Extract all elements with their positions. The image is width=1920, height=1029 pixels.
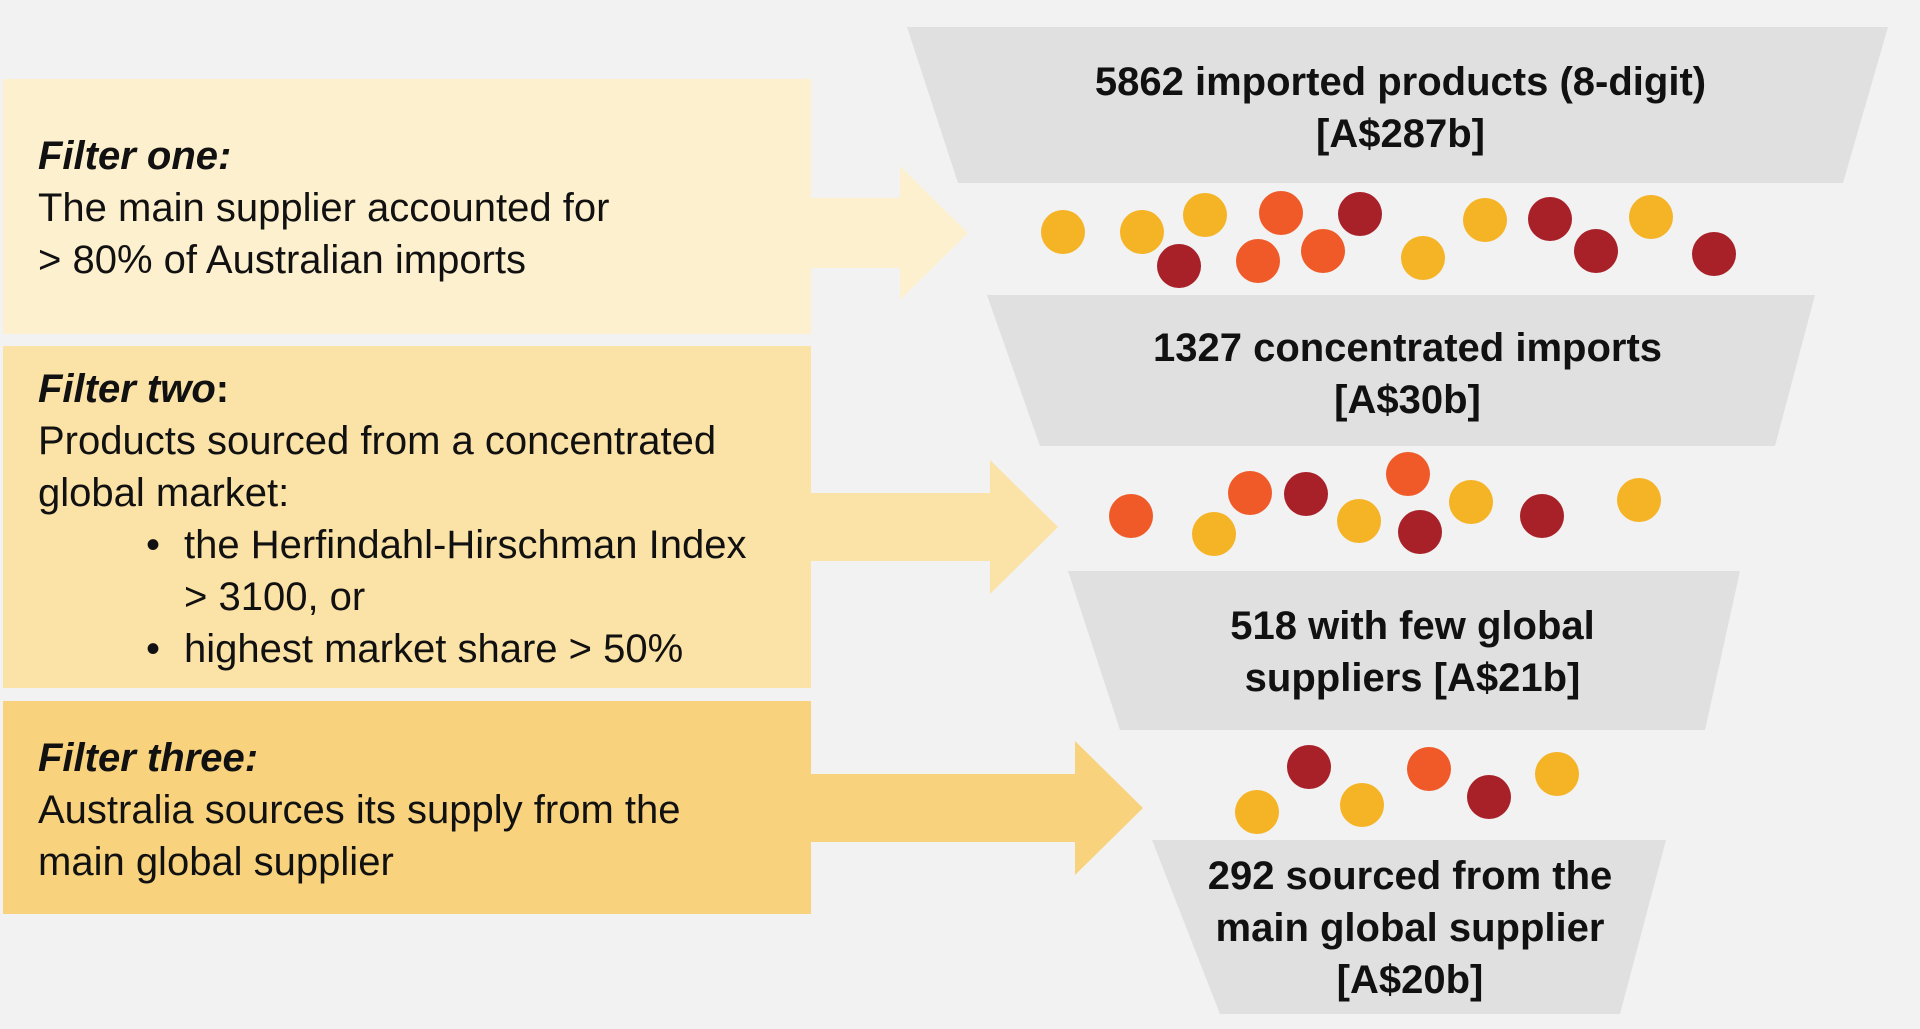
particle-dot-yellow (1337, 499, 1381, 543)
filter-two-heading: Filter two: (38, 363, 746, 415)
filter-one-arrow (3, 79, 968, 334)
funnel-stage-2-label: 1327 concentrated imports [A$30b] (1040, 322, 1775, 426)
particle-dot-yellow (1535, 752, 1579, 796)
funnel-stage-1-line-2: [A$287b] (1316, 112, 1485, 156)
particle-dot-yellow (1617, 478, 1661, 522)
particle-dot-orange (1386, 452, 1430, 496)
particle-dot-orange (1259, 191, 1303, 235)
particle-dot-red (1157, 244, 1201, 288)
particle-dot-red (1528, 197, 1572, 241)
funnel-stage-2-shape (987, 295, 1815, 446)
filter-two-criteria-list: the Herfindahl-Hirschman Index > 3100, o… (38, 519, 746, 675)
funnel-stage-4-line-1: 292 sourced from the (1207, 854, 1613, 898)
filter-two-title: Filter two (38, 367, 216, 411)
filter-two-title-colon: : (215, 367, 230, 411)
particle-dot-yellow (1183, 193, 1227, 237)
filter-two-intro-line-1: Products sourced from a concentrated (38, 419, 717, 463)
filter-three-arrow (3, 701, 1143, 914)
particle-dot-orange (1301, 229, 1345, 273)
particle-dot-orange (1228, 471, 1272, 515)
criteria-item-hhi-line-1: the Herfindahl-Hirschman Index (184, 523, 747, 567)
particle-dot-yellow (1041, 210, 1085, 254)
particle-dot-orange (1109, 494, 1153, 538)
particle-dot-yellow (1340, 783, 1384, 827)
particle-dot-red (1467, 775, 1511, 819)
funnel-stage-2-line-1: 1327 concentrated imports (1152, 326, 1663, 370)
filter-one-title: Filter one: (38, 134, 232, 178)
particle-dot-orange (1236, 239, 1280, 283)
particle-dot-yellow (1449, 480, 1493, 524)
funnel-stage-1-line-1: 5862 imported products (8-digit) (1094, 60, 1707, 104)
criteria-item-market-share-line-1: highest market share > 50% (184, 627, 684, 671)
filter-three-text: Filter three: Australia sources its supp… (38, 732, 680, 888)
particles-group (1041, 191, 1736, 834)
particle-dot-red (1287, 745, 1331, 789)
filter-three-line-2: main global supplier (38, 840, 394, 884)
particle-dot-yellow (1120, 210, 1164, 254)
particle-dot-yellow (1401, 236, 1445, 280)
particle-dot-red (1338, 192, 1382, 236)
particle-dot-orange (1407, 747, 1451, 791)
particle-dot-yellow (1463, 198, 1507, 242)
funnel-stage-3-line-1: 518 with few global (1230, 604, 1595, 648)
criteria-item-market-share: highest market share > 50% (146, 623, 746, 675)
particle-dot-red (1398, 510, 1442, 554)
particle-dot-yellow (1192, 512, 1236, 556)
filter-two-intro-line-2: global market: (38, 471, 290, 515)
particle-dot-red (1284, 472, 1328, 516)
filter-three-line-1: Australia sources its supply from the (38, 788, 681, 832)
particle-dot-red (1692, 232, 1736, 276)
particle-dot-yellow (1629, 195, 1673, 239)
criteria-item-hhi: the Herfindahl-Hirschman Index > 3100, o… (146, 519, 746, 623)
particle-dot-red (1574, 229, 1618, 273)
filter-two-text: Filter two: Products sourced from a conc… (38, 363, 746, 675)
funnel-stage-3-shape (1068, 571, 1740, 730)
filter-three-title: Filter three: (38, 736, 259, 780)
funnel-stage-1-label: 5862 imported products (8-digit) [A$287b… (958, 56, 1843, 160)
particle-dot-yellow (1235, 790, 1279, 834)
particle-dot-red (1520, 494, 1564, 538)
funnel-stage-4-line-2: main global supplier (1215, 906, 1605, 950)
filter-one-line-1: The main supplier accounted for (38, 186, 610, 230)
filter-one-line-2: > 80% of Australian imports (38, 238, 527, 282)
funnel-stage-4-line-3: [A$20b] (1336, 958, 1484, 1002)
filter-one-text: Filter one: The main supplier accounted … (38, 130, 609, 286)
criteria-item-hhi-line-2: > 3100, or (184, 575, 366, 619)
funnel-stage-1-shape (907, 27, 1888, 183)
funnel-stage-4-label: 292 sourced from the main global supplie… (1180, 850, 1640, 1006)
funnel-stage-3-line-2: suppliers [A$21b] (1244, 656, 1581, 700)
funnel-stage-3-label: 518 with few global suppliers [A$21b] (1120, 600, 1705, 704)
funnel-stage-4-shape (1152, 840, 1666, 1014)
funnel-stage-2-line-2: [A$30b] (1334, 378, 1481, 422)
